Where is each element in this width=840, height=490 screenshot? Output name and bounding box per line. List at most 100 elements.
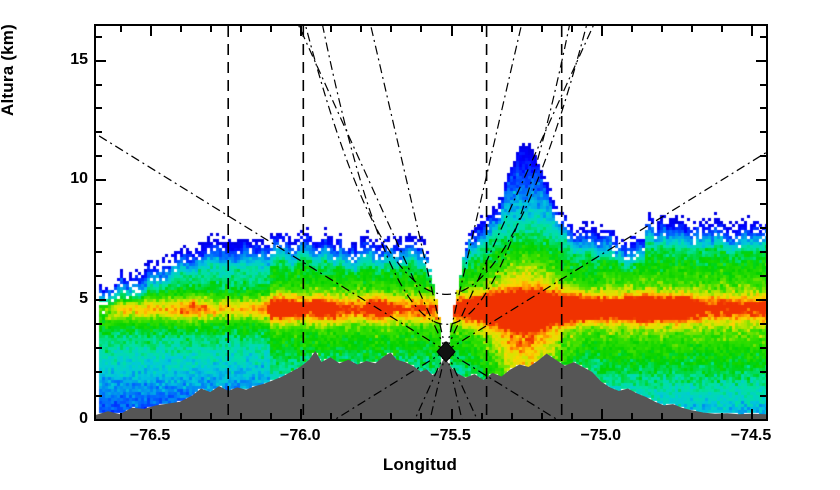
range-arc — [305, 26, 587, 295]
x-tick — [300, 409, 303, 419]
y-tick — [96, 203, 102, 206]
beam-ray — [445, 26, 522, 351]
x-tick — [690, 26, 693, 32]
x-tick — [270, 26, 273, 32]
y-tick — [756, 419, 766, 421]
x-tick — [510, 26, 513, 32]
x-tick — [570, 413, 573, 419]
y-tick — [760, 227, 766, 230]
beam-ray — [298, 26, 447, 351]
x-tick-label: −76.5 — [129, 427, 171, 444]
beam-ray — [370, 26, 447, 351]
y-tick — [760, 35, 766, 38]
y-tick — [96, 59, 106, 62]
y-tick — [96, 251, 102, 254]
y-tick — [96, 347, 102, 350]
x-tick — [510, 413, 513, 419]
y-tick — [760, 275, 766, 278]
x-tick — [330, 413, 333, 419]
x-tick — [330, 26, 333, 32]
reflectivity-field — [96, 26, 766, 419]
x-tick — [540, 413, 543, 419]
y-tick — [96, 83, 102, 86]
y-tick — [756, 179, 766, 182]
x-tick — [660, 26, 663, 32]
x-tick — [390, 26, 393, 32]
y-tick-label: 15 — [70, 50, 88, 68]
x-tick — [480, 413, 483, 419]
y-axis-label: Altura (km) — [0, 24, 17, 116]
y-tick — [96, 107, 102, 110]
x-tick — [600, 409, 603, 419]
y-tick — [96, 179, 106, 182]
y-tick — [96, 131, 102, 134]
y-tick — [760, 395, 766, 398]
x-tick — [240, 26, 243, 32]
x-tick — [210, 413, 213, 419]
y-tick — [760, 251, 766, 254]
x-tick — [420, 26, 423, 32]
x-tick — [750, 409, 753, 419]
x-tick — [120, 413, 123, 419]
x-tick — [150, 409, 153, 419]
y-tick — [760, 107, 766, 110]
x-tick-label: −74.5 — [730, 427, 772, 444]
y-tick — [760, 155, 766, 158]
x-tick — [720, 26, 723, 32]
x-tick — [450, 26, 453, 36]
y-tick-label: 5 — [79, 290, 88, 308]
x-tick — [720, 413, 723, 419]
x-tick-label: −76.0 — [280, 427, 321, 444]
y-tick — [756, 59, 766, 62]
y-tick — [96, 275, 102, 278]
x-tick-label: −75.0 — [580, 427, 621, 444]
plot-area — [94, 24, 768, 421]
y-tick — [760, 83, 766, 86]
y-tick — [96, 155, 102, 158]
y-tick-label: 10 — [70, 170, 88, 188]
beam-ray — [96, 133, 447, 352]
y-tick — [96, 323, 102, 326]
y-tick-label: 0 — [79, 410, 88, 427]
y-tick — [96, 371, 102, 374]
x-tick — [420, 413, 423, 419]
y-tick — [760, 323, 766, 326]
x-tick — [630, 26, 633, 32]
beam-ray — [445, 26, 594, 351]
y-tick — [760, 371, 766, 374]
x-tick — [180, 413, 183, 419]
x-tick — [750, 26, 753, 36]
x-tick — [360, 26, 363, 32]
y-tick — [756, 299, 766, 302]
x-tick-label: −75.5 — [430, 427, 471, 444]
x-tick — [600, 26, 603, 36]
beam-ray — [445, 350, 558, 419]
beam-ray — [445, 152, 766, 352]
x-tick — [480, 26, 483, 32]
y-tick — [760, 347, 766, 350]
x-tick — [270, 413, 273, 419]
data-layer — [96, 26, 766, 419]
x-tick — [690, 413, 693, 419]
x-tick — [540, 26, 543, 32]
x-tick — [570, 26, 573, 32]
y-tick — [96, 35, 102, 38]
x-tick — [180, 26, 183, 32]
y-tick — [96, 419, 106, 421]
y-tick — [760, 203, 766, 206]
x-tick — [450, 409, 453, 419]
y-tick — [96, 227, 102, 230]
y-tick — [96, 395, 102, 398]
x-axis-label: Longitud — [382, 455, 458, 474]
y-tick — [760, 131, 766, 134]
x-tick — [660, 413, 663, 419]
x-tick — [390, 413, 393, 419]
x-tick — [210, 26, 213, 32]
x-tick — [240, 413, 243, 419]
x-tick — [630, 413, 633, 419]
x-tick — [360, 413, 363, 419]
x-tick — [300, 26, 303, 36]
x-tick — [150, 26, 153, 36]
terrain-profile — [96, 350, 766, 419]
